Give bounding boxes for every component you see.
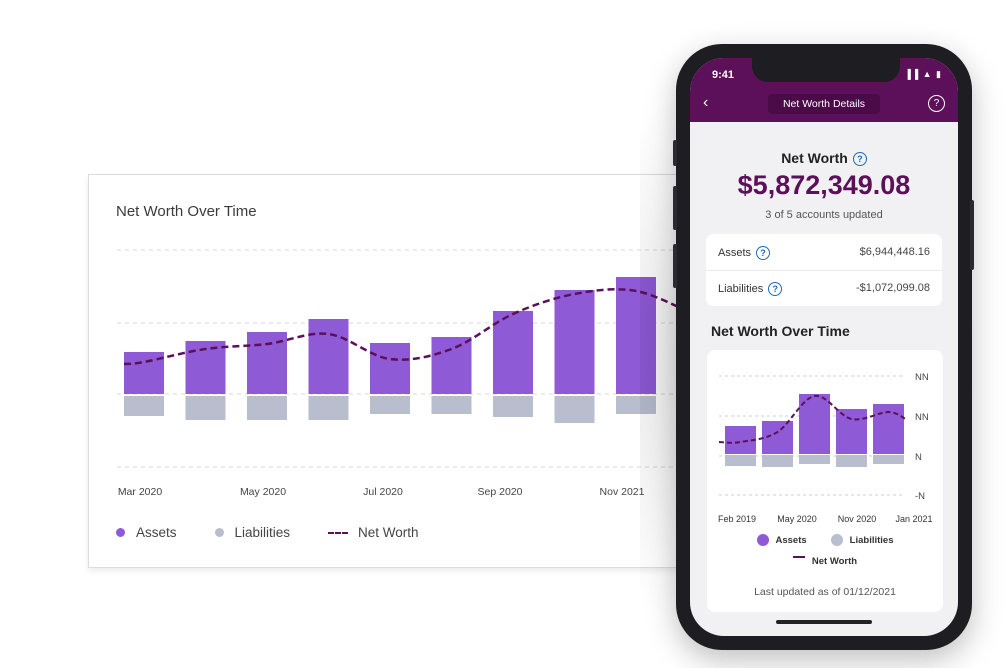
status-time: 9:41 xyxy=(712,69,735,81)
mobile-legend-assets: Assets xyxy=(756,534,807,546)
chart-title: Net Worth Over Time xyxy=(116,203,257,220)
page-title: Net Worth Details xyxy=(768,94,880,114)
accounts-updated-text: 3 of 5 accounts updated xyxy=(765,209,883,221)
liabilities-bar xyxy=(185,396,226,420)
liabilities-bar xyxy=(762,455,793,467)
assets-bar xyxy=(836,409,867,454)
net-worth-info-icon[interactable]: ? xyxy=(852,152,867,167)
mobile-legend-net-worth: Net Worth xyxy=(707,556,943,567)
assets-bar xyxy=(493,311,533,394)
x-tick-label: Nov 2021 xyxy=(600,486,645,498)
phone-power-button xyxy=(970,200,974,270)
liabilities-dot-icon xyxy=(830,534,843,546)
y-tick-label: NN xyxy=(915,372,929,383)
x-tick-label: Jul 2020 xyxy=(363,486,403,498)
liabilities-bar xyxy=(554,396,595,423)
divider xyxy=(706,270,942,271)
net-worth-label: Net Worth xyxy=(781,150,848,166)
liabilities-dot-icon xyxy=(214,528,224,537)
assets-bar xyxy=(554,290,595,394)
legend-assets-label: Assets xyxy=(136,525,177,540)
last-updated-text: Last updated as of 01/12/2021 xyxy=(754,586,896,598)
legend-liabilities: Liabilities xyxy=(214,525,291,540)
desktop-chart: Mar 2020 May 2020 Jul 2020 Sep 2020 Nov 2021 xyxy=(117,249,729,498)
phone-mute-switch xyxy=(673,140,677,166)
net-worth-line xyxy=(123,288,698,366)
assets-bar xyxy=(799,394,830,454)
net-worth-line xyxy=(718,394,908,444)
assets-info-icon[interactable]: ? xyxy=(756,246,771,260)
assets-label-wrap: Assets? xyxy=(718,246,771,260)
liabilities-bar xyxy=(124,396,164,416)
assets-value: $6,944,448.16 xyxy=(859,246,930,258)
assets-liabilities-card: Assets? $6,944,448.16 Liabilities? -$1,0… xyxy=(706,234,942,306)
assets-bar xyxy=(308,319,349,394)
liabilities-info-icon[interactable]: ? xyxy=(768,282,783,296)
liabilities-label-wrap: Liabilities? xyxy=(718,282,783,296)
assets-dot-icon xyxy=(756,534,769,546)
help-icon[interactable]: ? xyxy=(928,95,945,112)
liabilities-bar xyxy=(247,396,287,420)
net-worth-heading: Net Worth? xyxy=(690,150,958,167)
legend-net-worth: Net Worth xyxy=(328,525,419,540)
desktop-chart-card: Net Worth Over Time Mar 2020 May 2020 Jul … xyxy=(88,174,730,568)
legend-net-worth-label: Net Worth xyxy=(358,525,419,540)
x-tick-label: Jan 2021 xyxy=(895,514,932,524)
status-icons: ▐▐ ▲ ▮ xyxy=(904,69,942,79)
assets-bar xyxy=(431,337,472,394)
phone-volume-up xyxy=(673,186,677,230)
liabilities-bar xyxy=(836,455,867,467)
x-tick-label: Nov 2020 xyxy=(838,514,877,524)
mobile-chart-card: NN NN N -N Feb 2019 May 2020 Nov 2020 Jan 2021 … xyxy=(707,350,943,612)
x-tick-label: Feb 2019 xyxy=(718,514,756,524)
liabilities-label: Liabilities xyxy=(718,282,764,295)
mobile-legend: Assets Liabilities xyxy=(707,534,943,546)
x-tick-label: Sep 2020 xyxy=(478,486,523,498)
home-indicator[interactable] xyxy=(776,620,872,624)
legend-assets: Assets xyxy=(116,525,177,540)
x-tick-label: Mar 2020 xyxy=(118,486,163,498)
y-tick-label: NN xyxy=(915,412,929,423)
mobile-chart-title: Net Worth Over Time xyxy=(711,323,850,339)
net-worth-dash-icon xyxy=(792,556,805,558)
assets-bar xyxy=(370,343,410,394)
liabilities-bar xyxy=(725,455,756,466)
legend-liabilities-label: Liabilities xyxy=(234,525,291,540)
liabilities-bar xyxy=(799,455,830,464)
net-worth-value: $5,872,349.08 xyxy=(737,170,911,200)
liabilities-bar xyxy=(431,396,472,414)
liabilities-bar xyxy=(616,396,656,414)
phone-volume-down xyxy=(673,244,677,288)
mobile-legend-net-worth-label: Net Worth xyxy=(811,556,858,567)
assets-dot-icon xyxy=(116,528,125,537)
app-header: 9:41 ▐▐ ▲ ▮ ‹ Net Worth Details ? xyxy=(690,58,958,122)
liabilities-bar xyxy=(308,396,349,420)
y-tick-label: -N xyxy=(915,491,925,502)
x-tick-label: May 2020 xyxy=(777,514,817,524)
liabilities-bar xyxy=(370,396,410,414)
phone-screen: 9:41 ▐▐ ▲ ▮ ‹ Net Worth Details ? Net Wo… xyxy=(690,58,958,636)
assets-row[interactable]: Assets? $6,944,448.16 xyxy=(706,234,942,270)
mobile-legend-liabilities-label: Liabilities xyxy=(849,534,894,546)
phone-notch xyxy=(752,58,900,82)
x-tick-label: May 2020 xyxy=(240,486,286,498)
mobile-legend-liabilities: Liabilities xyxy=(830,534,894,546)
liabilities-row[interactable]: Liabilities? -$1,072,099.08 xyxy=(706,270,942,306)
liabilities-bar xyxy=(873,455,904,464)
liabilities-value: -$1,072,099.08 xyxy=(855,282,930,294)
assets-bar xyxy=(616,277,656,394)
mobile-legend-assets-label: Assets xyxy=(775,534,807,546)
assets-label: Assets xyxy=(718,246,752,259)
net-worth-dash-icon xyxy=(328,531,349,534)
back-chevron-icon[interactable]: ‹ xyxy=(703,94,709,111)
chart-legend: Assets Liabilities Net Worth xyxy=(116,525,457,540)
liabilities-bar xyxy=(493,396,533,417)
y-tick-label: N xyxy=(915,452,922,463)
